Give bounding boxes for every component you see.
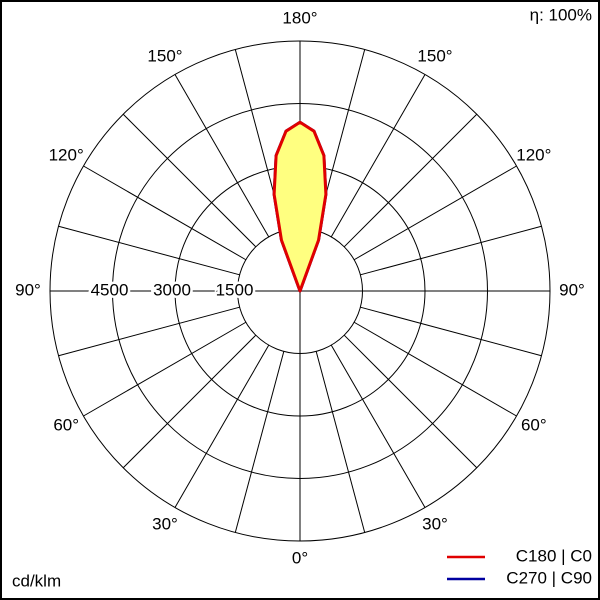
grid-spoke [58, 225, 240, 276]
grid-spoke [315, 351, 366, 533]
grid-spoke [360, 225, 542, 276]
angle-tick-label: 150° [147, 47, 182, 66]
r-tick-label: 4500 [91, 280, 129, 299]
angle-tick-label: 30° [422, 514, 448, 533]
angle-tick-label: 60° [521, 415, 547, 434]
angle-tick-label: 180° [282, 8, 317, 27]
angle-tick-label: 120° [516, 145, 551, 164]
angle-tick-label: 0° [292, 548, 308, 567]
grid-spoke [330, 344, 426, 508]
legend-label: C180 | C0 [516, 546, 592, 565]
grid-spoke [174, 74, 270, 238]
angle-tick-label: 90° [559, 280, 585, 299]
grid-spoke [122, 334, 257, 469]
r-tick-label: 3000 [153, 280, 191, 299]
grid-spoke [360, 306, 542, 357]
grid-spoke [83, 321, 247, 417]
grid-spoke [343, 113, 478, 248]
legend-label: C270 | C90 [506, 568, 592, 587]
angle-tick-label: 60° [53, 415, 79, 434]
grid-spoke [330, 74, 426, 238]
grid-spoke [58, 306, 240, 357]
grid-spoke [353, 321, 517, 417]
intensity-curve [272, 120, 328, 293]
grid-spoke [353, 165, 517, 261]
angle-tick-label: 120° [49, 145, 84, 164]
angle-tick-label: 90° [15, 280, 41, 299]
unit-label: cd/klm [12, 571, 61, 590]
r-tick-label: 1500 [216, 280, 254, 299]
grid-spoke [234, 351, 285, 533]
angle-tick-label: 150° [417, 47, 452, 66]
angle-tick-label: 30° [152, 514, 178, 533]
grid-spoke [122, 113, 257, 248]
grid-spoke [174, 344, 270, 508]
grid-spoke [343, 334, 478, 469]
efficiency-label: η: 100% [530, 5, 592, 24]
grid-spoke [83, 165, 247, 261]
